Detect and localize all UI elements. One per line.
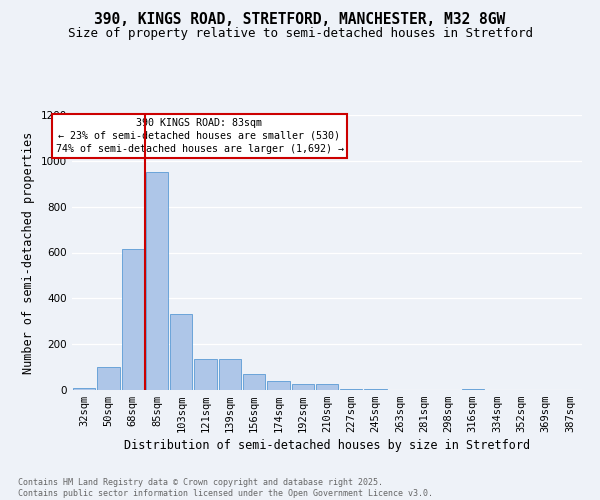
Bar <box>218 359 241 390</box>
Y-axis label: Number of semi-detached properties: Number of semi-detached properties <box>22 132 35 374</box>
Bar <box>170 314 193 390</box>
Bar <box>292 384 314 390</box>
Bar <box>340 389 362 390</box>
Bar <box>316 384 338 390</box>
Bar <box>73 388 95 390</box>
Bar <box>267 382 290 390</box>
Text: Contains HM Land Registry data © Crown copyright and database right 2025.
Contai: Contains HM Land Registry data © Crown c… <box>18 478 433 498</box>
Text: 390 KINGS ROAD: 83sqm
← 23% of semi-detached houses are smaller (530)
74% of sem: 390 KINGS ROAD: 83sqm ← 23% of semi-deta… <box>56 118 343 154</box>
Bar <box>97 367 119 390</box>
Bar <box>243 374 265 390</box>
Bar <box>146 172 168 390</box>
Text: Size of property relative to semi-detached houses in Stretford: Size of property relative to semi-detach… <box>67 28 533 40</box>
X-axis label: Distribution of semi-detached houses by size in Stretford: Distribution of semi-detached houses by … <box>124 440 530 452</box>
Bar <box>194 359 217 390</box>
Text: 390, KINGS ROAD, STRETFORD, MANCHESTER, M32 8GW: 390, KINGS ROAD, STRETFORD, MANCHESTER, … <box>94 12 506 28</box>
Bar <box>122 249 144 390</box>
